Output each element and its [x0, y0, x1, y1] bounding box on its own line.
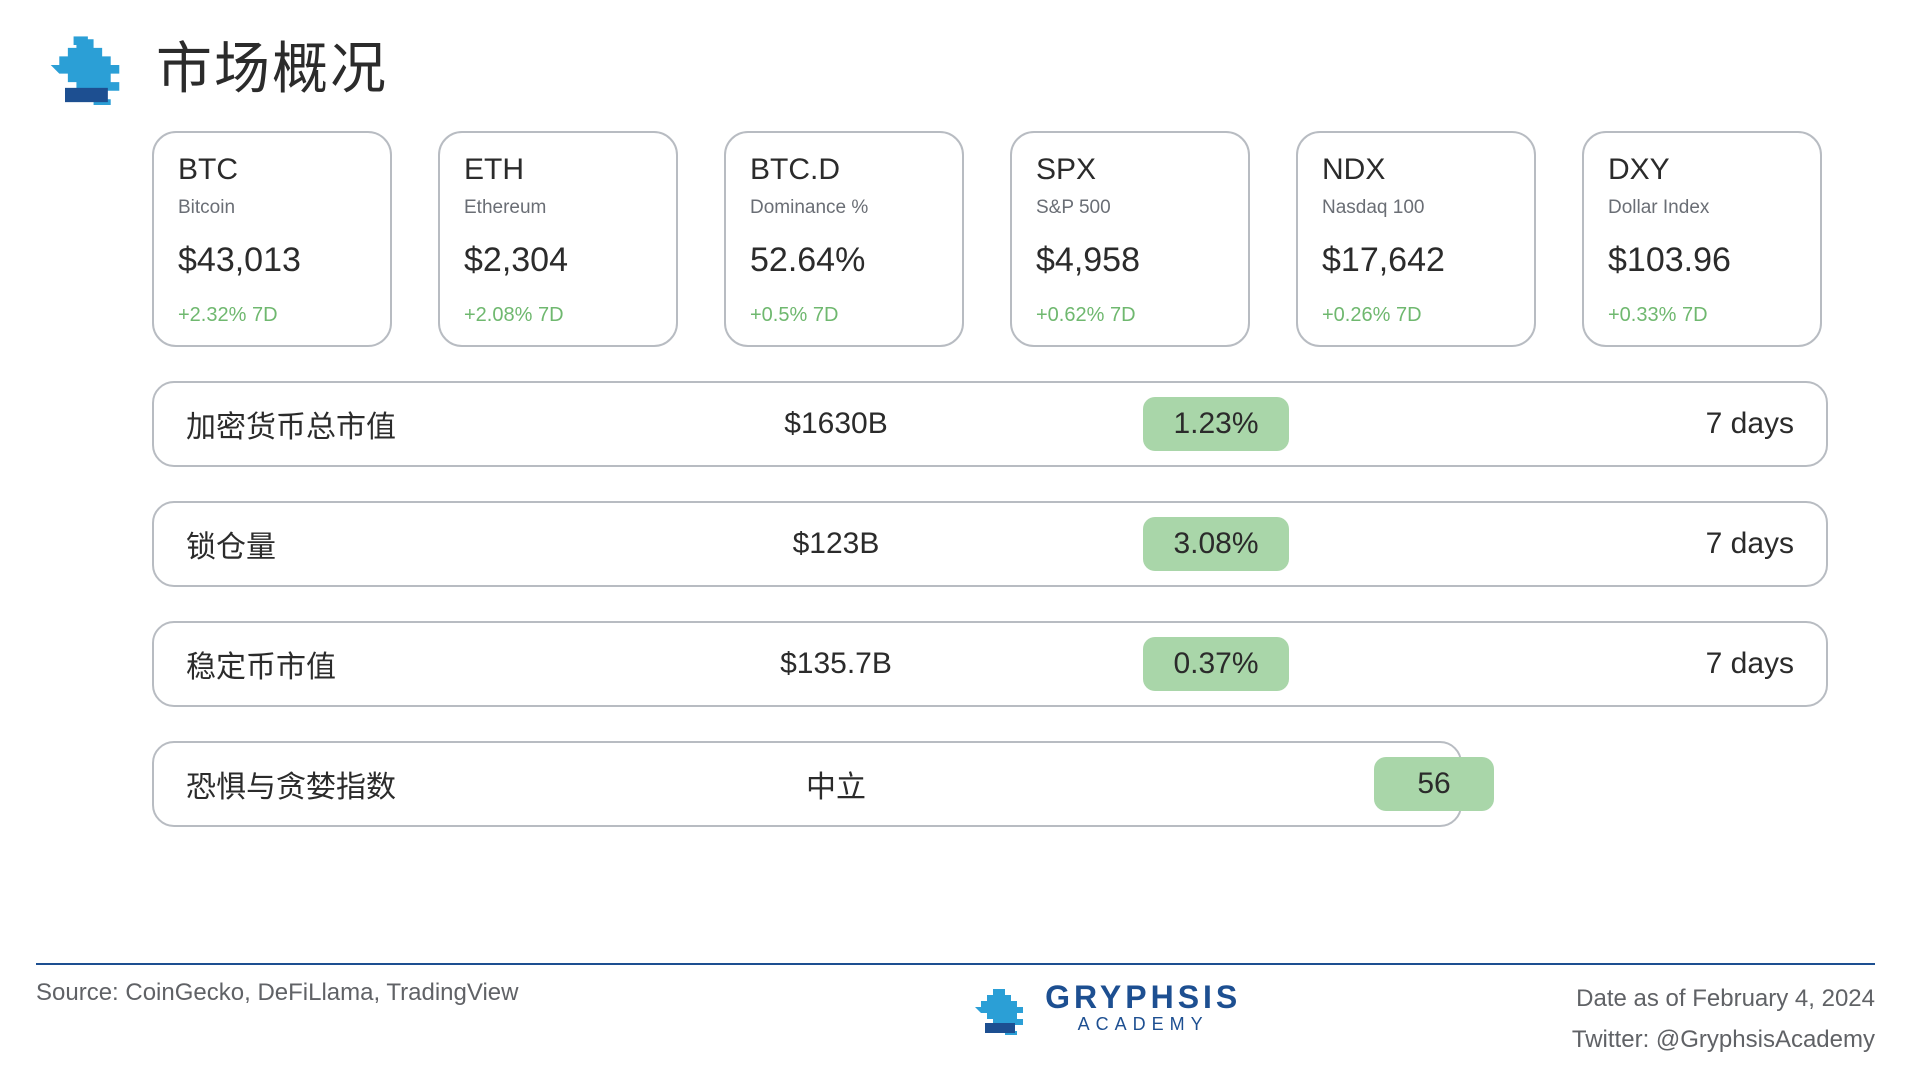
gryphsis-logo-icon — [969, 979, 1029, 1035]
gryphsis-logo-icon — [42, 25, 128, 105]
row-badge-wrap: 56 — [1056, 757, 1516, 811]
row-badge-wrap: 3.08% — [1056, 517, 1376, 571]
row-period: 7 days — [1376, 407, 1794, 441]
row-badge: 56 — [1374, 757, 1494, 811]
row-label: 锁仓量 — [186, 522, 616, 566]
row-badge: 1.23% — [1143, 397, 1288, 451]
card-name: Ethereum — [464, 197, 652, 219]
row-label: 加密货币总市值 — [186, 402, 616, 446]
card-name: Dollar Index — [1608, 197, 1796, 219]
row-value: $135.7B — [616, 647, 1056, 681]
card-value: $43,013 — [178, 241, 366, 280]
card-value: 52.64% — [750, 241, 938, 280]
stat-card-eth: ETH Ethereum $2,304 +2.08% 7D — [438, 131, 678, 347]
metric-row-stablecoin: 稳定币市值 $135.7B 0.37% 7 days — [152, 621, 1828, 707]
metric-row-marketcap: 加密货币总市值 $1630B 1.23% 7 days — [152, 381, 1828, 467]
card-symbol: ETH — [464, 153, 652, 187]
row-label: 恐惧与贪婪指数 — [186, 762, 616, 806]
card-value: $103.96 — [1608, 241, 1796, 280]
row-badge: 3.08% — [1143, 517, 1288, 571]
card-name: Nasdaq 100 — [1322, 197, 1510, 219]
stat-card-spx: SPX S&P 500 $4,958 +0.62% 7D — [1010, 131, 1250, 347]
card-name: S&P 500 — [1036, 197, 1224, 219]
card-value: $17,642 — [1322, 241, 1510, 280]
footer: Source: CoinGecko, DeFiLlama, TradingVie… — [36, 963, 1875, 1061]
row-badge: 0.37% — [1143, 637, 1288, 691]
footer-brand: GRYPHSIS ACADEMY — [638, 979, 1571, 1035]
footer-divider — [36, 963, 1875, 965]
row-value: $123B — [616, 527, 1056, 561]
stat-card-btc: BTC Bitcoin $43,013 +2.32% 7D — [152, 131, 392, 347]
card-delta: +0.26% 7D — [1322, 304, 1510, 327]
brand-name: GRYPHSIS — [1045, 981, 1241, 1015]
card-symbol: SPX — [1036, 153, 1224, 187]
card-value: $4,958 — [1036, 241, 1224, 280]
stat-card-dxy: DXY Dollar Index $103.96 +0.33% 7D — [1582, 131, 1822, 347]
card-delta: +0.5% 7D — [750, 304, 938, 327]
row-label: 稳定币市值 — [186, 642, 616, 686]
footer-source: Source: CoinGecko, DeFiLlama, TradingVie… — [36, 979, 518, 1007]
page-title: 市场概况 — [156, 24, 388, 105]
card-name: Dominance % — [750, 197, 938, 219]
metric-row-feargreed: 恐惧与贪婪指数 中立 56 — [152, 741, 1462, 827]
stat-card-ndx: NDX Nasdaq 100 $17,642 +0.26% 7D — [1296, 131, 1536, 347]
card-symbol: BTC.D — [750, 153, 938, 187]
card-value: $2,304 — [464, 241, 652, 280]
footer-twitter: Twitter: @GryphsisAcademy — [1572, 1020, 1875, 1061]
metric-row-tvl: 锁仓量 $123B 3.08% 7 days — [152, 501, 1828, 587]
card-delta: +0.62% 7D — [1036, 304, 1224, 327]
card-symbol: NDX — [1322, 153, 1510, 187]
metric-rows: 加密货币总市值 $1630B 1.23% 7 days 锁仓量 $123B 3.… — [152, 381, 1828, 827]
card-name: Bitcoin — [178, 197, 366, 219]
stat-cards-row: BTC Bitcoin $43,013 +2.32% 7D ETH Ethere… — [152, 131, 1875, 347]
row-badge-wrap: 1.23% — [1056, 397, 1376, 451]
row-value: $1630B — [616, 407, 1056, 441]
market-overview-slide: 市场概况 BTC Bitcoin $43,013 +2.32% 7D ETH E… — [0, 0, 1911, 1083]
brand-sub: ACADEMY — [1078, 1015, 1209, 1034]
footer-meta: Date as of February 4, 2024 Twitter: @Gr… — [1572, 979, 1875, 1061]
header: 市场概况 — [36, 24, 1875, 105]
footer-date: Date as of February 4, 2024 — [1572, 979, 1875, 1020]
card-delta: +0.33% 7D — [1608, 304, 1796, 327]
card-symbol: DXY — [1608, 153, 1796, 187]
card-delta: +2.32% 7D — [178, 304, 366, 327]
row-value: 中立 — [616, 762, 1056, 806]
stat-card-btcd: BTC.D Dominance % 52.64% +0.5% 7D — [724, 131, 964, 347]
card-delta: +2.08% 7D — [464, 304, 652, 327]
card-symbol: BTC — [178, 153, 366, 187]
row-badge-wrap: 0.37% — [1056, 637, 1376, 691]
row-period: 7 days — [1376, 527, 1794, 561]
row-period: 7 days — [1376, 647, 1794, 681]
